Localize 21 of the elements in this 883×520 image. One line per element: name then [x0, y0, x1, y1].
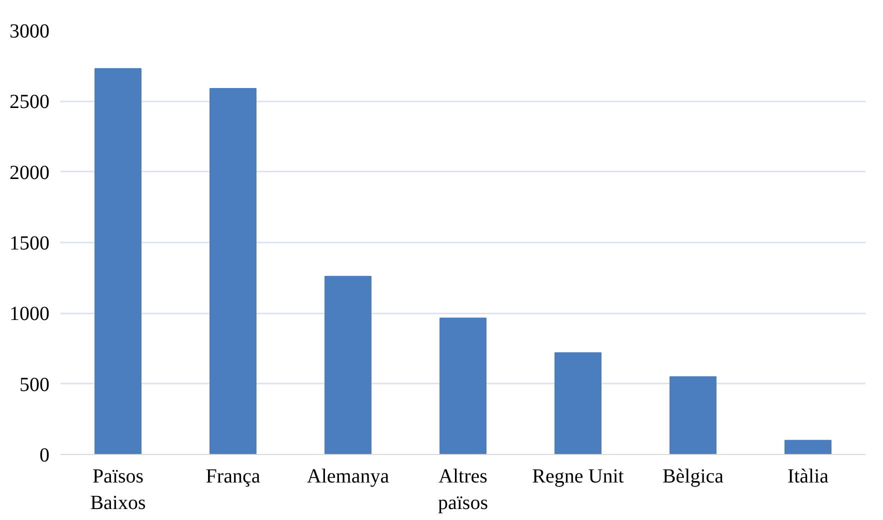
bar: [784, 440, 832, 454]
y-tick-label: 1000: [10, 303, 50, 326]
x-tick-label: Altres països: [438, 466, 488, 514]
y-tick-label: 2500: [10, 91, 50, 114]
bar: [324, 276, 372, 454]
x-tick-label: Països Baixos: [90, 466, 146, 514]
y-tick-label: 3000: [10, 20, 50, 42]
y-tick-label: 500: [20, 374, 50, 396]
bar: [554, 352, 602, 454]
y-tick-label: 2000: [10, 162, 50, 184]
bar: [210, 88, 256, 454]
y-tick-label: 1500: [10, 232, 50, 254]
bar: [440, 318, 486, 454]
bar: [94, 68, 142, 454]
x-tick-label: Alemanya: [306, 466, 390, 488]
x-tick-label: Bèlgica: [662, 466, 724, 488]
x-tick-label: Regne Unit: [532, 466, 624, 488]
x-tick-label: Itàlia: [787, 466, 829, 488]
x-tick-label: França: [206, 466, 260, 488]
bar: [670, 376, 716, 454]
y-tick-label: 0: [40, 444, 50, 466]
